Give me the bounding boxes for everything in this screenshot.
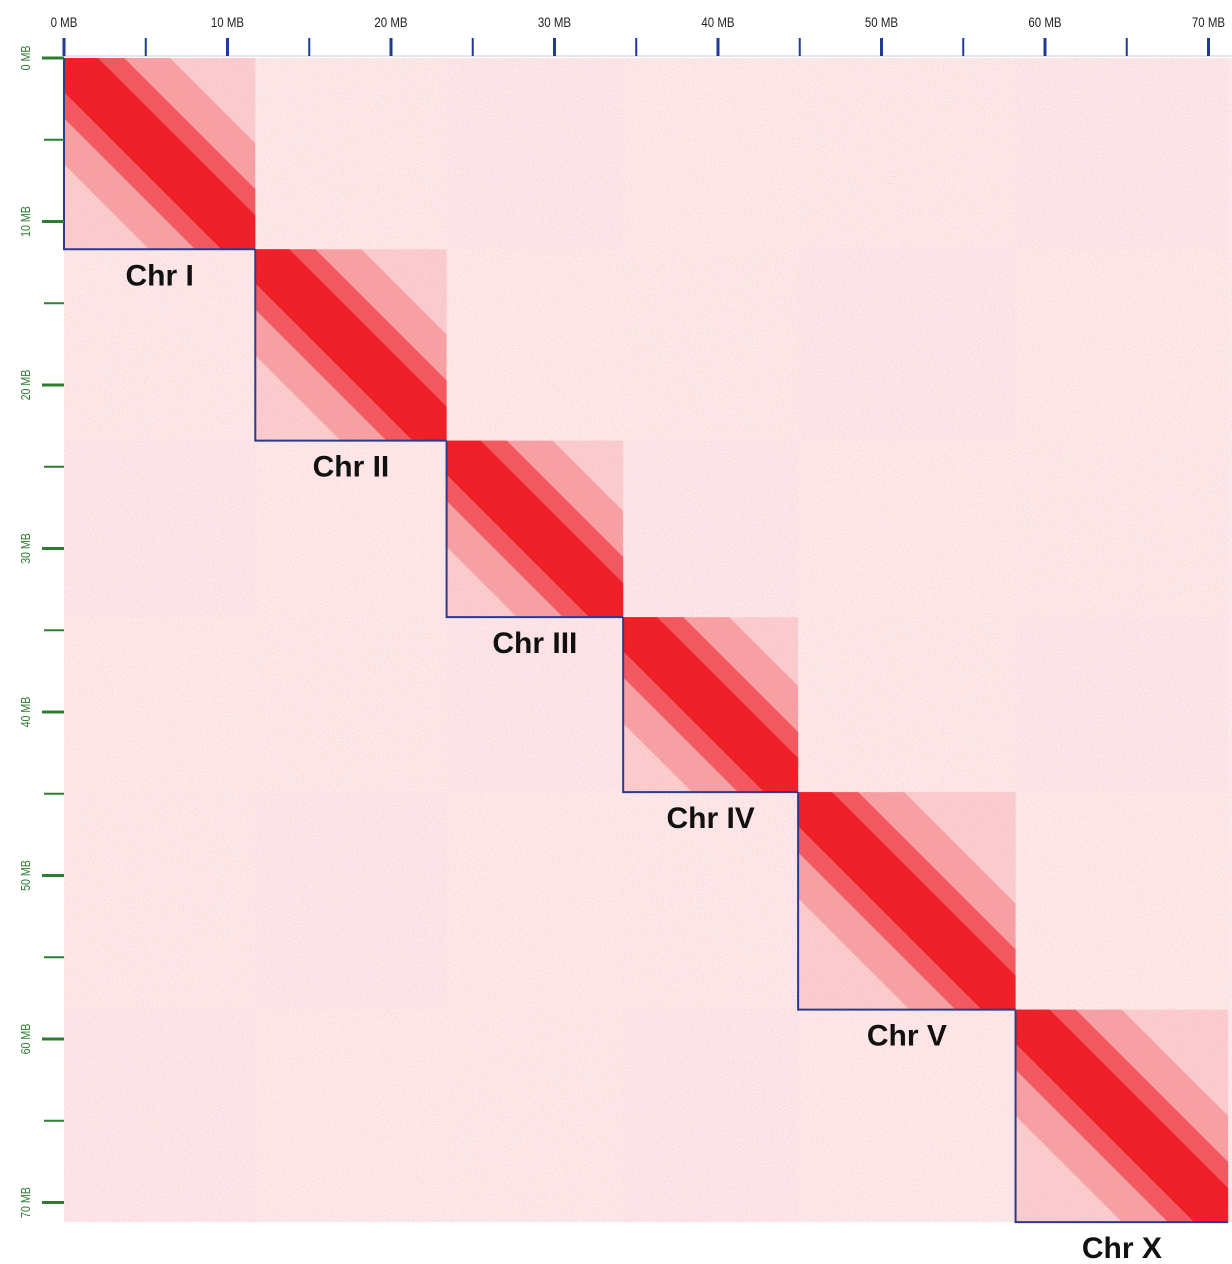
- y-tick-label: 70 MB: [18, 1187, 33, 1218]
- x-tick-label: 20 MB: [374, 14, 407, 30]
- x-tick-label: 60 MB: [1028, 14, 1061, 30]
- chromosome-boundary: [797, 792, 1016, 1011]
- chromosome-labels: Chr I Chr II Chr III Chr IV Chr V Chr X: [125, 259, 1161, 1264]
- y-tick-label: 20 MB: [18, 370, 33, 401]
- map-grain: [64, 58, 1232, 1223]
- x-tick-label: 50 MB: [865, 14, 898, 30]
- chromosome-label: Chr III: [492, 627, 577, 660]
- chromosome-label: Chr V: [867, 1020, 947, 1053]
- x-tick-label: 70 MB: [1192, 14, 1225, 30]
- y-tick-label: 60 MB: [18, 1024, 33, 1055]
- chromosome-boundary: [63, 58, 256, 251]
- y-axis: 0 MB 10 MB 20 MB 30 MB 40 MB 50 MB 60 MB 70 MB: [18, 46, 64, 1218]
- y-tick-label: 10 MB: [18, 206, 33, 237]
- chromosome-label: Chr IV: [666, 802, 754, 835]
- x-tick-label: 30 MB: [538, 14, 571, 30]
- x-tick-label: 40 MB: [701, 14, 734, 30]
- chromosome-boundary: [445, 440, 624, 619]
- noise-texture: [64, 58, 1232, 1223]
- y-tick-label: 40 MB: [18, 697, 33, 728]
- y-tick-label: 50 MB: [18, 860, 33, 891]
- chromosome-boundary: [254, 249, 447, 442]
- chromosome-boundary: [1014, 1009, 1229, 1224]
- y-tick-label: 0 MB: [18, 46, 33, 71]
- x-tick-label: 10 MB: [211, 14, 244, 30]
- x-tick-label: 0 MB: [51, 14, 78, 30]
- chromosome-boundaries: [63, 58, 1229, 1224]
- chromosome-label: Chr I: [125, 259, 193, 292]
- y-tick-label: 30 MB: [18, 533, 33, 564]
- x-axis: 0 MB 10 MB 20 MB 30 MB 40 MB 50 MB 60 MB 70 MB: [51, 14, 1232, 57]
- chromosome-label: Chr X: [1082, 1232, 1162, 1264]
- chromosome-boundary: [622, 617, 799, 794]
- chromosome-label: Chr II: [313, 451, 390, 484]
